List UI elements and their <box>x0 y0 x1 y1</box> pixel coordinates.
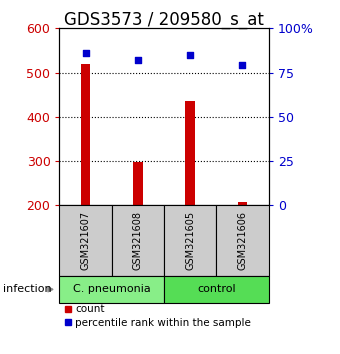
Text: control: control <box>197 284 236 295</box>
Text: GSM321607: GSM321607 <box>81 211 91 270</box>
Text: infection: infection <box>3 284 52 295</box>
Bar <box>186 101 195 205</box>
Text: GSM321608: GSM321608 <box>133 211 143 270</box>
Text: GSM321605: GSM321605 <box>185 211 195 270</box>
Text: C. pneumonia: C. pneumonia <box>73 284 151 295</box>
Bar <box>238 202 247 205</box>
Point <box>187 52 193 58</box>
Text: GSM321606: GSM321606 <box>237 211 248 270</box>
Point <box>135 57 141 63</box>
Legend: count, percentile rank within the sample: count, percentile rank within the sample <box>65 304 251 327</box>
Text: GDS3573 / 209580_s_at: GDS3573 / 209580_s_at <box>64 11 264 29</box>
Bar <box>133 162 142 205</box>
Point <box>83 50 88 56</box>
Bar <box>81 64 90 205</box>
Point <box>240 63 245 68</box>
